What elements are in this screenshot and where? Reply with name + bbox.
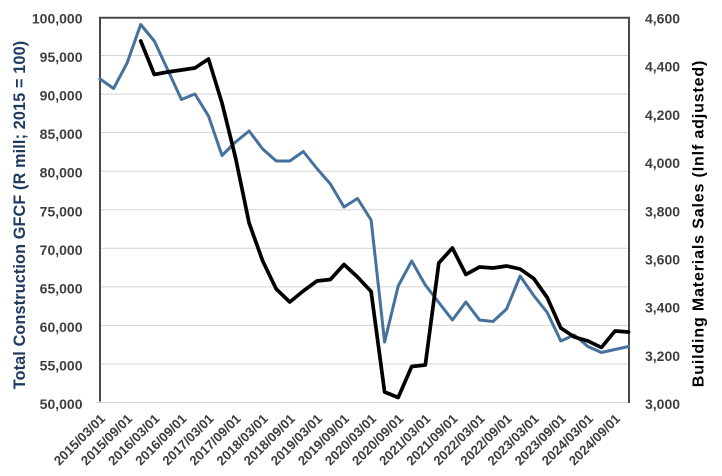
svg-text:3,000: 3,000 <box>645 396 680 412</box>
svg-text:4,000: 4,000 <box>645 155 680 171</box>
svg-text:90,000: 90,000 <box>40 88 83 104</box>
svg-text:4,600: 4,600 <box>645 11 680 27</box>
svg-text:70,000: 70,000 <box>40 242 83 258</box>
svg-text:85,000: 85,000 <box>40 126 83 142</box>
svg-text:3,200: 3,200 <box>645 348 680 364</box>
svg-text:3,600: 3,600 <box>645 252 680 268</box>
svg-text:Building Materials Sales (Inlf: Building Materials Sales (Inlf adjusted) <box>691 60 708 387</box>
svg-text:4,200: 4,200 <box>645 107 680 123</box>
svg-text:3,400: 3,400 <box>645 300 680 316</box>
svg-text:4,400: 4,400 <box>645 59 680 75</box>
svg-text:60,000: 60,000 <box>40 319 83 335</box>
svg-text:3,800: 3,800 <box>645 203 680 219</box>
svg-text:95,000: 95,000 <box>40 49 83 65</box>
svg-text:100,000: 100,000 <box>32 11 83 27</box>
svg-text:80,000: 80,000 <box>40 165 83 181</box>
svg-text:65,000: 65,000 <box>40 280 83 296</box>
svg-text:55,000: 55,000 <box>40 357 83 373</box>
svg-text:Total Construction GFCF (R mil: Total Construction GFCF (R mill; 2015 = … <box>11 41 29 390</box>
svg-text:75,000: 75,000 <box>40 203 83 219</box>
svg-text:50,000: 50,000 <box>40 396 83 412</box>
